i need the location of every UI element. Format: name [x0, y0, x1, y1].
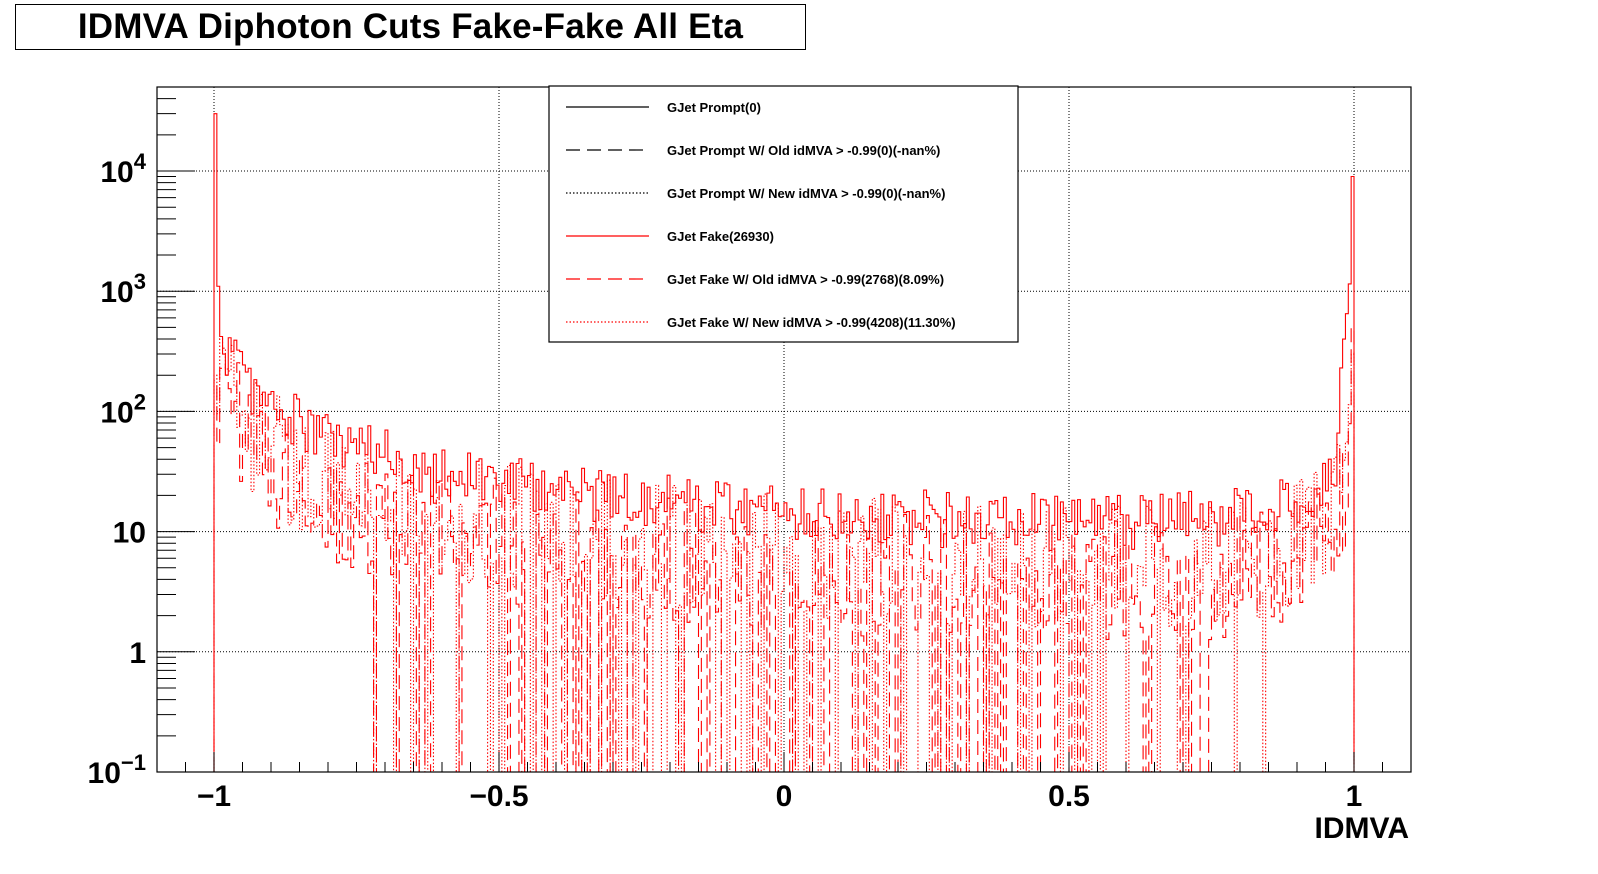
chart-title-box: IDMVA Diphoton Cuts Fake-Fake All Eta: [15, 4, 806, 50]
y-tick-label: 104: [100, 149, 146, 189]
legend-label: GJet Prompt W/ Old idMVA > -0.99(0)(-nan…: [667, 143, 940, 158]
x-tick-label: 0: [776, 780, 793, 813]
y-tick-label: 10: [113, 517, 146, 550]
chart-title: IDMVA Diphoton Cuts Fake-Fake All Eta: [77, 7, 744, 46]
x-tick-label: −0.5: [469, 780, 528, 813]
legend-label: GJet Fake(26930): [667, 229, 774, 244]
y-tick-label: 10−1: [88, 750, 146, 790]
y-tick-label: 102: [100, 389, 146, 429]
axes: −1 −0.5 0 0.5 1 10−1 1 10 102 103 104 IDMVA: [88, 86, 1412, 845]
series-line-5: [213, 338, 1355, 773]
legend: GJet Prompt(0) GJet Prompt W/ Old idMVA >…: [548, 85, 1019, 343]
x-tick-label: 0.5: [1048, 780, 1090, 813]
x-tick-label: −1: [197, 780, 231, 813]
x-axis-label: IDMVA: [1315, 812, 1409, 845]
legend-label: GJet Prompt(0): [667, 100, 761, 115]
legend-label: GJet Fake W/ New idMVA > -0.99(4208)(11.…: [667, 315, 956, 330]
legend-label: GJet Prompt W/ New idMVA > -0.99(0)(-nan…: [667, 186, 945, 201]
x-tick-label: 1: [1346, 780, 1363, 813]
series-line-3: [213, 113, 1355, 772]
y-tick-label: 103: [100, 269, 146, 309]
legend-label: GJet Fake W/ Old idMVA > -0.99(2768)(8.0…: [667, 272, 944, 287]
y-tick-label: 1: [129, 637, 146, 670]
legend-box: [548, 85, 1019, 343]
